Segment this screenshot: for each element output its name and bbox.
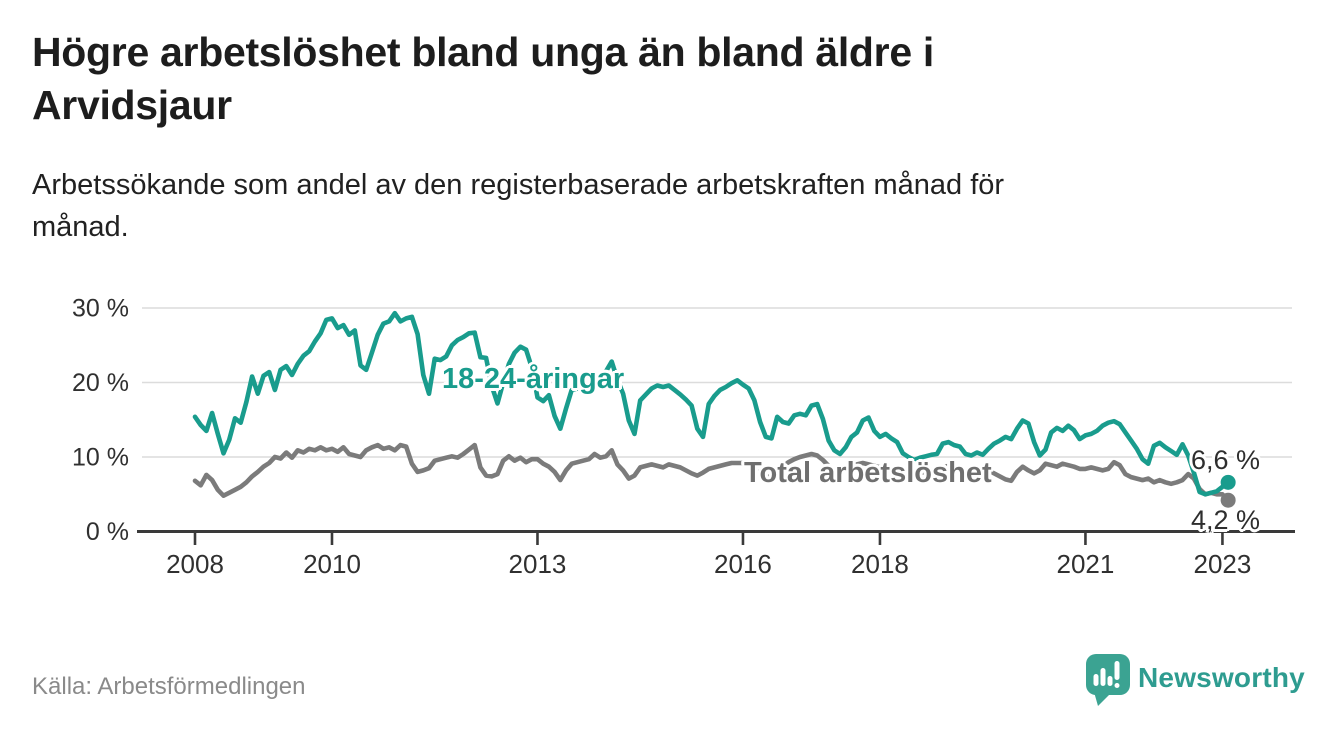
- x-axis-label: 2018: [851, 549, 909, 579]
- chart-subtitle-line-2: månad.: [32, 211, 129, 243]
- newsworthy-branding: Newsworthy: [1086, 652, 1305, 708]
- end-dot-total: [1220, 492, 1236, 508]
- chart-title-line-1: Högre arbetslöshet bland unga än bland ä…: [32, 29, 935, 75]
- source-note: Källa: Arbetsförmedlingen: [32, 673, 306, 700]
- chart-subtitle: Arbetssökande som andel av den registerb…: [32, 164, 1272, 248]
- x-axis-label: 2008: [166, 549, 224, 579]
- end-dot-youth: [1220, 474, 1236, 490]
- end-value-label-total: 4,2 %: [1191, 505, 1261, 535]
- x-axis-label: 2010: [303, 549, 361, 579]
- series-label-youth: 18-24-åringar: [442, 363, 625, 395]
- x-axis-label: 2013: [509, 549, 567, 579]
- y-axis-label: 0 %: [86, 518, 129, 546]
- series-line-youth: [192, 310, 1231, 497]
- chart-title-line-2: Arvidsjaur: [32, 82, 232, 128]
- y-axis-label: 30 %: [72, 295, 129, 323]
- y-axis-label: 20 %: [72, 369, 129, 397]
- x-axis-label: 2016: [714, 549, 772, 579]
- y-axis-label: 10 %: [72, 444, 129, 472]
- end-value-label-youth: 6,6 %: [1191, 445, 1261, 475]
- series-label-total: Total arbetslöshet: [744, 457, 992, 489]
- newsworthy-logo-icon: [1086, 654, 1130, 706]
- x-axis-label: 2023: [1194, 549, 1252, 579]
- series-line-total: [192, 442, 1231, 503]
- chart-title: Högre arbetslöshet bland unga än bland ä…: [32, 26, 1272, 132]
- chart-subtitle-line-1: Arbetssökande som andel av den registerb…: [32, 169, 1005, 201]
- newsworthy-wordmark: Newsworthy: [1138, 662, 1305, 693]
- x-axis-label: 2021: [1057, 549, 1115, 579]
